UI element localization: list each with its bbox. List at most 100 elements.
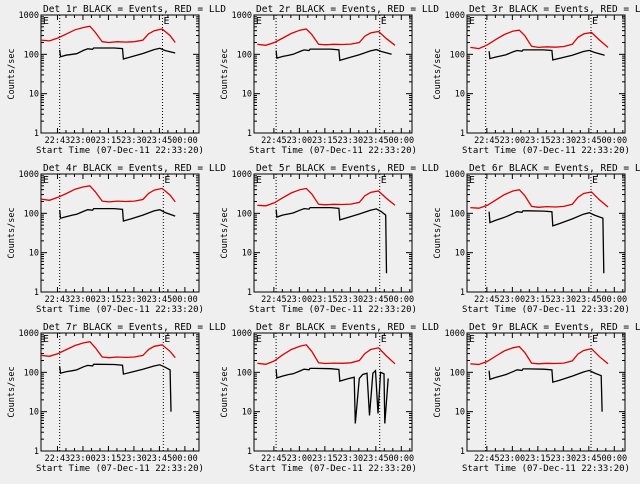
lld-series-line: [40, 340, 176, 359]
x-tick-label: 22:43: [45, 454, 71, 464]
e-marker-label: E: [592, 16, 598, 27]
y-tick-label: 1: [460, 129, 465, 139]
y-tick-label: 1: [460, 447, 465, 457]
x-tick-label: 23:15: [525, 295, 551, 305]
x-tick-label: 23:15: [96, 136, 122, 146]
x-tick-label: 23:15: [312, 295, 338, 305]
x-tick-label: 23:30: [338, 295, 364, 305]
lld-series-line: [40, 185, 176, 203]
y-tick-label: 1: [247, 129, 252, 139]
e-marker-label: E: [592, 175, 598, 186]
x-tick-label: 00:00: [601, 454, 627, 464]
lld-series-line: [470, 188, 609, 209]
x-tick-label: 23:15: [525, 454, 551, 464]
x-tick-label: 23:30: [121, 454, 147, 464]
chart-panel-1: Det 1r BLACK = Events, RED = LLD 1 10 100 10…: [7, 4, 226, 156]
x-tick-label: 22:45: [474, 295, 500, 305]
chart-panel-7: Det 7r BLACK = Events, RED = LLD 1 10 100 10…: [7, 322, 226, 474]
x-tick-label: 00:00: [172, 136, 198, 146]
chart-title: Det 4r BLACK = Events, RED = LLD: [43, 163, 226, 174]
x-axis-label: Start Time (07-Dec-11 22:33:20): [36, 305, 204, 315]
lld-series-line: [40, 25, 176, 44]
x-tick-label: 23:45: [147, 136, 173, 146]
x-tick-label: 23:30: [551, 454, 577, 464]
events-series-line: [59, 47, 176, 60]
lld-series-line: [470, 29, 609, 50]
x-axis-label: Start Time (07-Dec-11 22:33:20): [36, 146, 204, 156]
y-tick-label: 10: [242, 249, 252, 259]
y-tick-label: 1: [460, 288, 465, 298]
y-axis-label: Counts/sec: [220, 207, 230, 258]
x-tick-label: 23:45: [147, 295, 173, 305]
e-marker-label: E: [469, 16, 475, 27]
lld-series-line: [257, 344, 396, 365]
y-tick-label: 1000: [232, 170, 252, 180]
y-tick-label: 10: [242, 408, 252, 418]
y-tick-label: 1: [247, 447, 252, 457]
x-tick-label: 23:00: [70, 295, 96, 305]
y-tick-label: 100: [237, 209, 252, 219]
x-tick-label: 23:45: [147, 454, 173, 464]
x-tick-label: 23:45: [363, 454, 389, 464]
x-tick-label: 00:00: [388, 454, 414, 464]
x-tick-label: 23:30: [121, 136, 147, 146]
x-tick-label: 23:30: [551, 295, 577, 305]
y-tick-label: 100: [450, 209, 465, 219]
y-tick-label: 100: [450, 368, 465, 378]
e-marker-label: E: [469, 175, 475, 186]
y-tick-label: 100: [237, 368, 252, 378]
x-tick-label: 22:45: [261, 454, 287, 464]
x-tick-label: 22:43: [45, 136, 71, 146]
y-tick-label: 10: [29, 408, 39, 418]
y-tick-label: 100: [24, 209, 39, 219]
events-series-line: [275, 48, 392, 62]
chart-panel-3: Det 3r BLACK = Events, RED = LLD 1 10 100 10…: [433, 4, 640, 156]
chart-panel-2: Det 2r BLACK = Events, RED = LLD 1 10 100 10…: [220, 4, 439, 156]
events-series-line: [59, 363, 172, 412]
events-series-line: [488, 210, 605, 274]
y-tick-label: 1: [247, 288, 252, 298]
y-tick-label: 100: [450, 50, 465, 60]
x-tick-label: 00:00: [601, 295, 627, 305]
y-axis-label: Counts/sec: [433, 366, 443, 417]
y-tick-label: 1: [34, 129, 39, 139]
plot-frame: [253, 173, 413, 293]
chart-title: Det 1r BLACK = Events, RED = LLD: [43, 4, 226, 15]
chart-panel-9: Det 9r BLACK = Events, RED = LLD 1 10 100 10…: [433, 322, 640, 474]
y-tick-label: 1000: [19, 11, 39, 21]
x-tick-label: 23:00: [500, 136, 526, 146]
lld-series-line: [257, 28, 396, 46]
e-marker-label: E: [164, 175, 170, 186]
x-tick-label: 00:00: [388, 136, 414, 146]
chart-panel-8: Det 8r BLACK = Events, RED = LLD 1 10 100 10…: [220, 322, 439, 474]
x-tick-label: 23:45: [363, 136, 389, 146]
x-tick-label: 00:00: [601, 136, 627, 146]
chart-title: Det 3r BLACK = Events, RED = LLD: [469, 4, 640, 15]
y-tick-label: 1000: [232, 329, 252, 339]
y-axis-label: Counts/sec: [7, 207, 17, 258]
events-series-line: [488, 49, 605, 61]
events-series-line: [59, 207, 176, 222]
plot-frame: [40, 14, 200, 134]
x-tick-label: 22:43: [45, 295, 71, 305]
x-tick-label: 00:00: [388, 295, 414, 305]
x-tick-label: 23:45: [363, 295, 389, 305]
plot-frame: [40, 173, 200, 293]
x-tick-label: 22:45: [261, 136, 287, 146]
y-axis-label: Counts/sec: [7, 366, 17, 417]
x-axis-label: Start Time (07-Dec-11 22:33:20): [249, 464, 417, 474]
e-marker-label: E: [43, 175, 49, 186]
chart-title: Det 5r BLACK = Events, RED = LLD: [256, 163, 439, 174]
x-tick-label: 23:00: [70, 136, 96, 146]
x-tick-label: 00:00: [172, 454, 198, 464]
y-axis-label: Counts/sec: [433, 207, 443, 258]
y-tick-label: 10: [29, 249, 39, 259]
x-tick-label: 23:30: [338, 136, 364, 146]
y-tick-label: 100: [24, 368, 39, 378]
e-marker-label: E: [592, 334, 598, 345]
x-tick-label: 23:45: [576, 136, 602, 146]
x-axis-label: Start Time (07-Dec-11 22:33:20): [462, 146, 630, 156]
y-axis-label: Counts/sec: [7, 48, 17, 99]
